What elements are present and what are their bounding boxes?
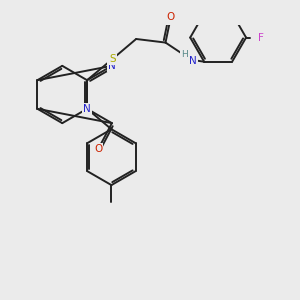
- Text: N: N: [108, 61, 116, 71]
- Text: S: S: [110, 54, 116, 64]
- Text: O: O: [94, 144, 102, 154]
- Text: N: N: [83, 104, 91, 114]
- Text: F: F: [258, 33, 264, 43]
- Text: N: N: [189, 56, 197, 66]
- Text: O: O: [167, 12, 175, 22]
- Text: H: H: [181, 50, 188, 58]
